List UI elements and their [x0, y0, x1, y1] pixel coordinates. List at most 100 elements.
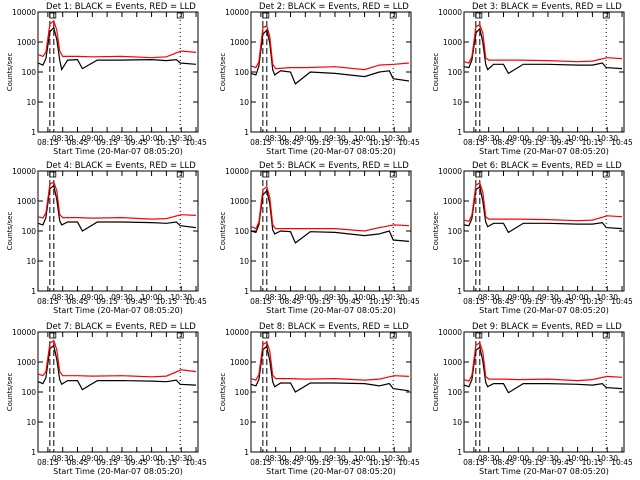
y-tick-label: 1 [244, 128, 249, 137]
x-tick-label: 09:15 [96, 458, 118, 467]
x-tick-label: 08:15 [250, 138, 272, 147]
y-tick-label: 1000 [443, 358, 462, 367]
y-axis-label: Counts/sec [6, 53, 14, 92]
detector-panel-4: Det 4: BLACK = Events, RED = LLD 1 10 100 10… [6, 161, 207, 315]
x-tick-label: 08:45 [67, 458, 89, 467]
x-tick-label: 09:30 [537, 454, 559, 463]
y-tick-label: 100 [235, 68, 250, 77]
x-tick-label: 09:45 [339, 458, 361, 467]
x-tick-label: 10:00 [567, 454, 589, 463]
x-tick-label: 09:15 [309, 458, 331, 467]
y-tick-label: 100 [22, 68, 37, 77]
x-tick-label: 10:30 [383, 293, 405, 302]
y-tick-label: 100 [22, 388, 37, 397]
y-tick-label: 10000 [12, 328, 36, 337]
x-tick-label: 10:30 [596, 293, 618, 302]
series-line-lld [37, 181, 197, 220]
x-tick-label: 10:00 [354, 454, 376, 463]
y-tick-label: 10000 [438, 167, 462, 176]
y-axis-label: Counts/sec [432, 212, 440, 251]
plot-frame [463, 11, 625, 133]
x-tick-label: 09:00 [295, 134, 317, 143]
x-tick-label: 08:15 [463, 458, 485, 467]
top-flag-marker [602, 12, 610, 19]
top-flag-marker [176, 332, 184, 339]
top-flag-marker [176, 12, 184, 19]
x-axis-label: Start Time (20-Mar-07 08:05:20) [53, 306, 183, 315]
y-tick-label: 100 [22, 227, 37, 236]
x-axis-label: Start Time (20-Mar-07 08:05:20) [53, 467, 183, 476]
x-tick-label: 08:15 [37, 297, 59, 306]
y-tick-label: 1000 [230, 358, 249, 367]
detector-panel-1: Det 1: BLACK = Events, RED = LLD 1 10 100 10… [6, 2, 207, 156]
x-tick-label: 09:30 [537, 134, 559, 143]
x-tick-label: 09:00 [82, 293, 104, 302]
y-axis-label: Counts/sec [219, 53, 227, 92]
series-line-lld [463, 182, 623, 222]
detector-panel-3: Det 3: BLACK = Events, RED = LLD 1 10 100 10… [432, 2, 633, 156]
y-tick-label: 1 [244, 287, 249, 296]
x-tick-label: 09:30 [111, 134, 133, 143]
y-tick-label: 10000 [12, 8, 36, 17]
x-tick-label: 09:15 [309, 297, 331, 306]
x-tick-label: 09:45 [552, 297, 574, 306]
x-tick-label: 10:15 [156, 458, 178, 467]
x-tick-label: 08:30 [478, 293, 500, 302]
x-tick-label: 09:00 [82, 134, 104, 143]
panel-title: Det 2: BLACK = Events, RED = LLD [259, 2, 409, 12]
y-tick-label: 10 [239, 257, 249, 266]
y-tick-label: 1 [457, 128, 462, 137]
x-axis-label: Start Time (20-Mar-07 08:05:20) [479, 147, 609, 156]
x-tick-label: 10:15 [369, 458, 391, 467]
x-axis-label: Start Time (20-Mar-07 08:05:20) [266, 147, 396, 156]
y-tick-label: 1 [457, 448, 462, 457]
x-tick-label: 09:30 [111, 454, 133, 463]
x-tick-label: 09:15 [96, 297, 118, 306]
series-line-lld [463, 23, 623, 64]
series-line-events [250, 189, 410, 244]
y-tick-label: 10 [239, 98, 249, 107]
x-tick-label: 10:00 [567, 293, 589, 302]
plot-frame [250, 331, 412, 453]
plot-frame [463, 331, 625, 453]
y-tick-label: 1000 [443, 197, 462, 206]
x-tick-label: 08:45 [280, 297, 302, 306]
x-tick-label: 10:00 [141, 293, 163, 302]
x-tick-label: 10:45 [398, 458, 420, 467]
series-line-events [463, 27, 623, 75]
series-line-lld [463, 341, 623, 382]
x-tick-label: 10:45 [611, 297, 633, 306]
panel-title: Det 4: BLACK = Events, RED = LLD [46, 161, 196, 171]
x-tick-label: 09:00 [508, 134, 530, 143]
x-tick-label: 08:45 [493, 297, 515, 306]
x-tick-label: 10:30 [170, 293, 192, 302]
y-tick-label: 1 [31, 287, 36, 296]
x-tick-label: 08:15 [250, 458, 272, 467]
x-axis-label: Start Time (20-Mar-07 08:05:20) [479, 306, 609, 315]
x-tick-label: 10:15 [582, 458, 604, 467]
x-tick-label: 10:45 [185, 297, 207, 306]
y-tick-label: 1000 [230, 197, 249, 206]
detector-panel-5: Det 5: BLACK = Events, RED = LLD 1 10 100 10… [219, 161, 420, 315]
x-tick-label: 10:00 [141, 134, 163, 143]
y-tick-label: 100 [448, 68, 463, 77]
x-tick-label: 09:30 [324, 454, 346, 463]
x-tick-label: 10:00 [141, 454, 163, 463]
x-tick-label: 10:30 [596, 454, 618, 463]
y-tick-label: 10000 [225, 328, 249, 337]
x-tick-label: 10:15 [582, 138, 604, 147]
x-tick-label: 09:15 [522, 458, 544, 467]
x-tick-label: 08:15 [463, 297, 485, 306]
x-tick-label: 08:45 [280, 138, 302, 147]
x-tick-label: 09:30 [324, 293, 346, 302]
x-tick-label: 10:45 [611, 138, 633, 147]
x-tick-label: 09:45 [552, 458, 574, 467]
panel-title: Det 5: BLACK = Events, RED = LLD [259, 161, 409, 171]
x-tick-label: 08:15 [37, 458, 59, 467]
plot-frame [463, 170, 625, 292]
x-tick-label: 08:30 [52, 134, 74, 143]
top-flag-marker [475, 332, 483, 339]
top-flag-marker [475, 12, 483, 19]
y-tick-label: 1 [244, 448, 249, 457]
